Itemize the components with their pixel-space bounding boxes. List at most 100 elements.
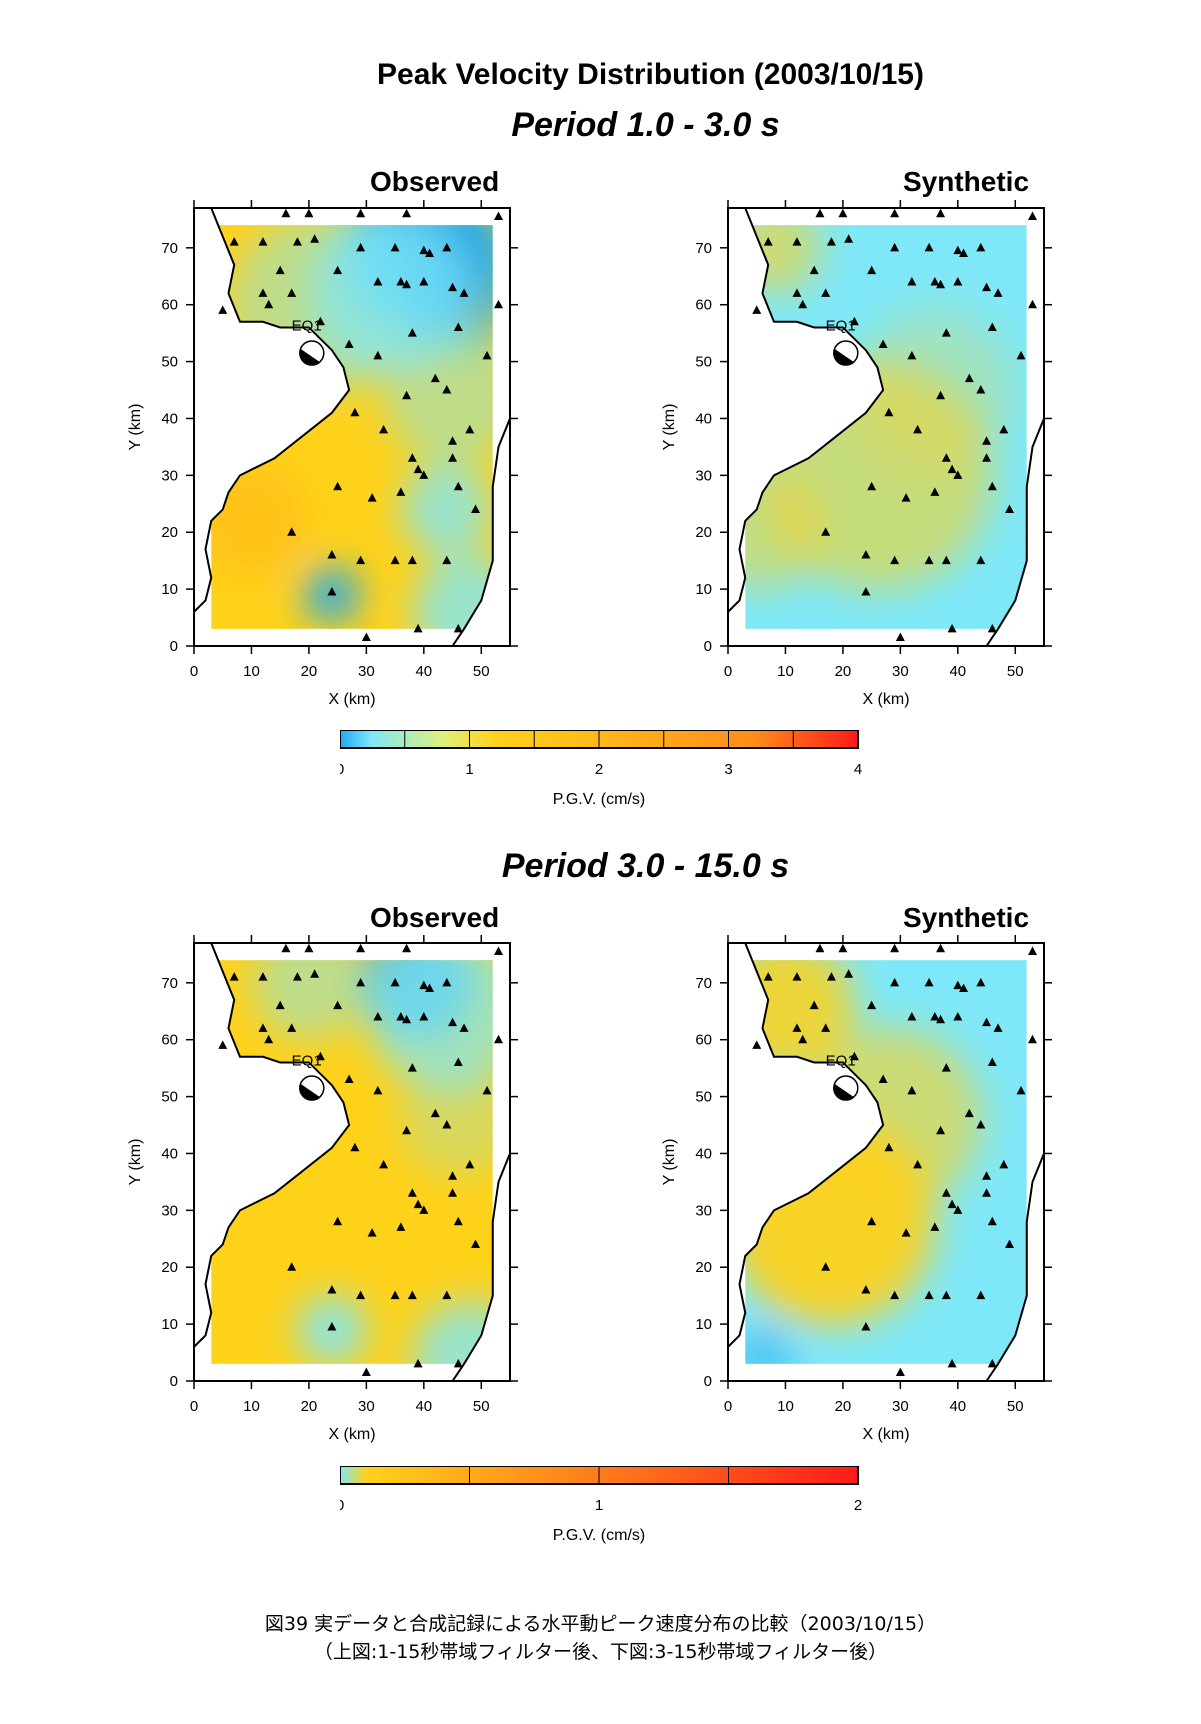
land-mask <box>728 208 884 646</box>
focal-mechanism-quadrant <box>834 349 854 365</box>
y-tick-label: 40 <box>695 410 712 427</box>
station-marker <box>448 453 458 462</box>
station-marker <box>218 305 228 314</box>
station-marker <box>304 943 314 953</box>
station-marker <box>350 407 360 417</box>
station-marker <box>844 969 854 978</box>
y-tick-label: 0 <box>170 638 178 655</box>
y-tick-label: 40 <box>161 410 178 427</box>
station-marker <box>442 555 452 565</box>
y-tick-label: 20 <box>695 1259 712 1276</box>
station-marker <box>844 234 854 243</box>
station-marker <box>987 1057 997 1066</box>
station-marker <box>413 1358 423 1368</box>
station-marker <box>947 1199 957 1209</box>
station-marker <box>287 1023 297 1032</box>
x-axis-label: X (km) <box>862 1426 909 1443</box>
station-marker <box>895 632 905 641</box>
station-marker <box>861 586 871 596</box>
station-marker <box>890 208 900 218</box>
station-marker <box>413 1199 423 1209</box>
event-label: EQ1 <box>826 317 856 334</box>
land-mask-east <box>452 1153 510 1381</box>
panel-title-synthetic-1: Synthetic <box>903 166 1030 197</box>
station-marker <box>907 1085 917 1095</box>
station-marker <box>936 1014 946 1024</box>
y-tick-label: 40 <box>695 1145 712 1162</box>
station-marker <box>976 385 986 394</box>
station-marker <box>482 350 492 360</box>
station-marker <box>987 623 997 633</box>
colorbar-tick-label: 1 <box>465 761 473 778</box>
colorbar-tick-label: 2 <box>854 1497 862 1514</box>
station-marker <box>407 1290 417 1300</box>
station-marker <box>953 470 963 479</box>
station-marker <box>987 481 997 491</box>
map-synthetic-1: 0 10 20 30 40 50 0 10 20 30 40 50 60 70 X (km) Y (km) EQ… <box>661 200 1052 708</box>
station-marker <box>982 282 992 292</box>
y-tick-label: 70 <box>695 975 712 992</box>
station-marker <box>258 288 268 297</box>
x-tick-label: 0 <box>724 663 732 680</box>
station-marker <box>344 1074 354 1084</box>
station-marker <box>396 1222 406 1231</box>
station-marker <box>861 549 871 559</box>
y-tick-label: 20 <box>695 524 712 541</box>
station-marker <box>936 208 946 218</box>
x-tick-label: 50 <box>1007 1398 1024 1415</box>
station-marker <box>976 977 986 987</box>
station-marker <box>884 1142 894 1152</box>
station-marker <box>861 1321 871 1331</box>
station-marker <box>947 1358 957 1368</box>
y-tick-label: 60 <box>695 297 712 314</box>
station-marker <box>459 288 469 297</box>
station-marker <box>867 1000 877 1010</box>
station-marker <box>924 242 934 252</box>
y-tick-label: 50 <box>695 354 712 371</box>
land-mask-east <box>452 418 510 646</box>
station-marker <box>826 972 836 981</box>
station-marker <box>987 1358 997 1368</box>
station-marker <box>809 265 819 275</box>
station-marker <box>315 1051 325 1061</box>
station-marker <box>792 972 802 981</box>
station-marker <box>947 623 957 633</box>
station-marker <box>941 328 951 337</box>
station-marker <box>327 586 337 596</box>
station-marker <box>407 328 417 337</box>
station-marker <box>281 208 291 218</box>
station-marker <box>218 1040 228 1049</box>
station-marker <box>275 265 285 275</box>
x-tick-label: 0 <box>190 663 198 680</box>
station-marker <box>982 453 992 462</box>
station-marker <box>264 1034 274 1044</box>
station-marker <box>494 946 504 956</box>
station-marker <box>913 424 923 434</box>
station-marker <box>999 1159 1009 1169</box>
station-marker <box>402 1014 412 1024</box>
station-marker <box>448 1171 458 1180</box>
colorbar-label: P.G.V. (cm/s) <box>553 791 645 808</box>
station-marker <box>448 436 458 445</box>
figure-caption: 図39 実データと合成記録による水平動ピーク速度分布の比較（2003/10/15… <box>0 1610 1201 1666</box>
x-axis-label: X (km) <box>328 1426 375 1443</box>
colorbar-tick-label: 1 <box>595 1497 603 1514</box>
station-marker <box>930 487 940 496</box>
station-marker <box>292 237 302 246</box>
period-title-1: Period 1.0 - 3.0 s <box>511 106 780 144</box>
station-marker <box>815 943 825 953</box>
station-marker <box>367 1228 377 1237</box>
station-marker <box>993 1023 1003 1032</box>
station-marker <box>907 276 917 286</box>
station-marker <box>292 972 302 981</box>
station-marker <box>402 279 412 289</box>
x-tick-label: 50 <box>1007 663 1024 680</box>
station-marker <box>890 1290 900 1300</box>
y-tick-label: 10 <box>161 581 178 598</box>
station-marker <box>982 436 992 445</box>
y-tick-label: 60 <box>695 1032 712 1049</box>
station-marker <box>419 1011 429 1021</box>
station-marker <box>361 1367 371 1376</box>
colorbar-1: 0 1 2 3 4 P.G.V. (cm/s) <box>340 730 862 808</box>
y-tick-label: 70 <box>161 975 178 992</box>
